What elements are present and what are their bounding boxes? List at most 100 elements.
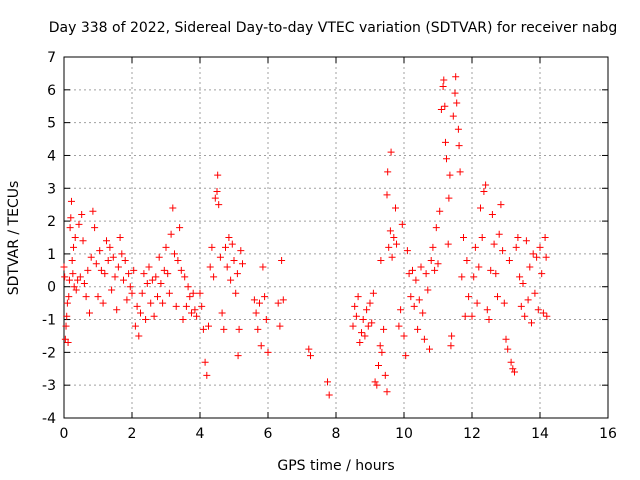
data-point	[412, 276, 420, 284]
y-tick-label: 4	[47, 148, 56, 164]
data-point	[140, 270, 148, 278]
data-point	[71, 234, 79, 241]
data-point	[216, 253, 224, 261]
data-point	[208, 243, 216, 251]
y-tick-label: 7	[47, 50, 56, 66]
data-point	[378, 348, 386, 356]
data-point	[463, 256, 471, 264]
y-tick-label: 2	[47, 214, 56, 230]
data-point	[205, 322, 212, 330]
data-point	[417, 263, 425, 271]
data-point	[218, 309, 226, 317]
data-point	[448, 332, 456, 340]
x-tick-label: 8	[332, 426, 341, 442]
data-point	[377, 256, 385, 264]
data-point	[99, 299, 107, 307]
data-point	[67, 214, 75, 222]
data-point	[142, 316, 150, 324]
data-point	[500, 299, 508, 307]
data-point	[512, 243, 520, 251]
data-point	[84, 266, 92, 274]
data-point	[305, 345, 313, 353]
data-point	[460, 234, 467, 241]
data-point	[138, 289, 146, 297]
data-point	[181, 273, 189, 281]
data-point	[222, 243, 229, 251]
data-point	[198, 302, 206, 310]
data-point	[502, 335, 510, 343]
data-point	[177, 266, 185, 274]
data-point	[358, 329, 365, 337]
data-point	[414, 325, 422, 333]
data-point	[227, 276, 235, 284]
data-point	[420, 335, 428, 343]
data-point	[541, 234, 549, 241]
data-point	[482, 181, 490, 189]
data-point	[215, 201, 223, 209]
data-point	[543, 312, 551, 320]
data-point	[443, 155, 450, 163]
data-point	[199, 325, 207, 333]
data-point	[403, 247, 411, 255]
y-tick-label: 1	[47, 247, 56, 263]
data-point	[274, 299, 282, 307]
data-point	[387, 148, 395, 156]
data-point	[505, 256, 513, 264]
data-point	[234, 352, 242, 360]
data-point	[120, 276, 127, 284]
data-point	[455, 142, 463, 150]
data-point	[66, 224, 74, 232]
data-point	[121, 256, 129, 264]
data-point	[223, 263, 231, 271]
data-point	[108, 286, 116, 294]
data-point	[451, 89, 459, 97]
data-point	[113, 306, 121, 314]
data-point	[494, 293, 501, 301]
data-point	[477, 204, 484, 212]
data-point	[279, 296, 287, 304]
data-point	[167, 230, 175, 238]
data-point	[62, 322, 70, 330]
data-point	[96, 247, 104, 255]
data-point	[172, 302, 180, 310]
data-point	[533, 253, 541, 261]
data-point	[349, 322, 357, 330]
y-tick-label: -2	[42, 345, 56, 361]
data-point	[526, 263, 534, 271]
data-point	[361, 332, 369, 340]
data-point	[383, 191, 391, 199]
data-points	[60, 73, 551, 399]
data-point	[196, 289, 204, 297]
data-point	[359, 316, 367, 324]
y-tick-label: -4	[42, 411, 56, 427]
grid-lines	[64, 57, 608, 418]
data-point	[407, 293, 415, 301]
data-point	[325, 391, 333, 399]
data-point	[534, 306, 542, 314]
data-point	[409, 266, 416, 274]
data-point	[368, 319, 376, 327]
data-point	[473, 299, 481, 307]
data-point	[371, 378, 379, 386]
x-tick-label: 14	[531, 426, 549, 442]
data-point	[480, 188, 488, 196]
data-point	[538, 270, 546, 278]
chart-title: Day 338 of 2022, Sidereal Day-to-day VTE…	[49, 20, 617, 36]
data-point	[264, 348, 272, 356]
data-point	[109, 253, 117, 261]
data-point	[465, 293, 473, 301]
data-point	[276, 322, 284, 330]
data-point	[182, 302, 190, 310]
data-point	[504, 345, 512, 353]
data-point	[531, 289, 539, 297]
data-point	[383, 388, 391, 396]
data-point	[454, 125, 462, 133]
data-point	[364, 322, 372, 330]
data-point	[92, 260, 100, 268]
data-point	[499, 247, 507, 255]
data-point	[210, 273, 218, 281]
data-point	[432, 224, 440, 232]
data-point	[143, 279, 151, 287]
data-point	[79, 237, 87, 245]
data-point	[410, 302, 418, 310]
